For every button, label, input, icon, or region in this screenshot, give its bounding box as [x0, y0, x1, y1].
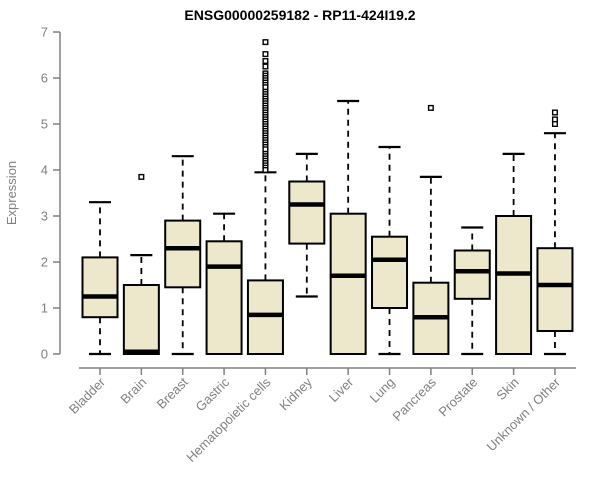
x-category-label: Unknown / Other: [483, 374, 563, 454]
x-category-label: Liver: [326, 374, 357, 405]
outlier-point: [262, 39, 269, 46]
x-category-label: Brain: [117, 375, 149, 407]
y-tick-label: 6: [41, 71, 48, 86]
y-tick-label: 5: [41, 117, 48, 132]
box-iqr: [536, 247, 574, 332]
x-category-label: Breast: [154, 374, 191, 411]
x-category-label: Pancreas: [390, 374, 440, 424]
y-tick-label: 0: [41, 347, 48, 362]
outlier-point: [551, 109, 558, 116]
box-iqr: [122, 284, 160, 355]
outlier-point: [262, 57, 269, 64]
box-iqr: [164, 219, 202, 289]
outlier-point: [138, 173, 145, 180]
y-tick-label: 2: [41, 255, 48, 270]
x-category-label: Prostate: [436, 375, 481, 420]
box-iqr: [205, 240, 243, 355]
y-axis-title: Expression: [4, 161, 19, 225]
box-iqr: [246, 279, 284, 355]
x-category-label: Bladder: [66, 374, 109, 417]
box-iqr: [329, 212, 367, 355]
box-iqr: [453, 249, 491, 300]
outlier-point: [427, 104, 434, 111]
outlier-point: [262, 166, 269, 173]
outlier-point: [262, 51, 269, 58]
outlier-point: [262, 63, 269, 70]
x-category-label: Skin: [493, 375, 521, 403]
y-tick-label: 3: [41, 209, 48, 224]
x-category-label: Lung: [367, 375, 398, 406]
y-tick-label: 7: [41, 25, 48, 40]
x-category-label: Gastric: [192, 374, 232, 414]
box-iqr: [371, 235, 409, 309]
x-category-label: Kidney: [276, 374, 315, 413]
y-tick-label: 4: [41, 163, 48, 178]
box-iqr: [495, 215, 533, 355]
outlier-point: [551, 120, 558, 127]
y-tick-label: 1: [41, 301, 48, 316]
box-iqr: [288, 180, 326, 245]
box-iqr: [81, 256, 119, 319]
chart-title: ENSG00000259182 - RP11-424I19.2: [184, 7, 415, 23]
